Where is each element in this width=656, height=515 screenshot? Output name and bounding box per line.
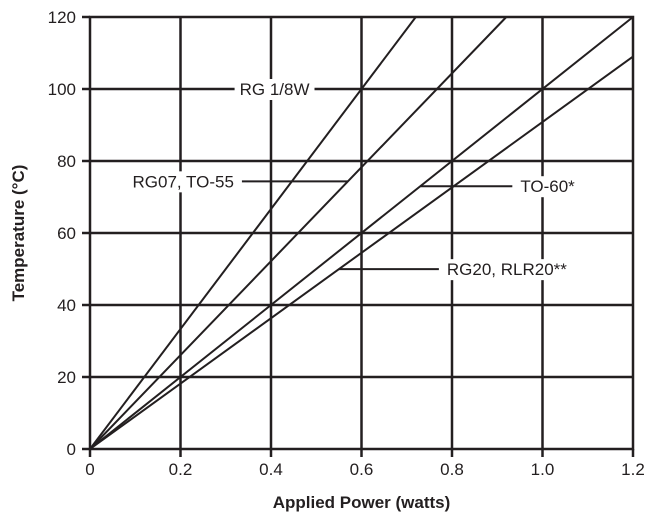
series-label-background <box>127 171 239 193</box>
series-label: RG20, RLR20** <box>447 260 567 279</box>
series-label: RG07, TO-55 <box>133 172 234 191</box>
series-label-background <box>441 259 573 281</box>
x-tick-label: 1.2 <box>621 460 645 479</box>
y-axis-title: Temperature (°C) <box>9 165 28 302</box>
x-tick-label: 0.8 <box>440 460 464 479</box>
y-tick-label: 120 <box>48 8 76 27</box>
x-tick-label: 0.4 <box>259 460 283 479</box>
x-tick-label: 0.6 <box>350 460 374 479</box>
plot-frame <box>88 15 635 451</box>
series-line <box>89 55 634 450</box>
x-tick-label: 0.2 <box>169 460 193 479</box>
series-label: RG 1/8W <box>240 80 310 99</box>
y-tick-label: 80 <box>57 152 76 171</box>
y-tick-label: 100 <box>48 80 76 99</box>
y-tick-label: 0 <box>67 440 76 459</box>
series-line <box>89 16 508 450</box>
series-line <box>89 16 634 450</box>
series-label-background <box>515 176 581 198</box>
series-label-background <box>234 79 315 100</box>
x-tick-label: 0 <box>85 460 94 479</box>
series-callouts: RG 1/8W RG07, TO-55 TO-60* RG20, RLR20** <box>127 79 581 281</box>
y-tick-label: 20 <box>57 368 76 387</box>
x-tick-labels: 0 0.2 0.4 0.6 0.8 1.0 1.2 <box>85 460 645 479</box>
series-label: TO-60* <box>520 177 575 196</box>
y-tick-labels: 0 20 40 60 80 100 120 <box>48 8 76 459</box>
y-tick-label: 60 <box>57 224 76 243</box>
y-tick-label: 40 <box>57 296 76 315</box>
x-axis-title: Applied Power (watts) <box>273 493 451 512</box>
x-tick-label: 1.0 <box>531 460 555 479</box>
